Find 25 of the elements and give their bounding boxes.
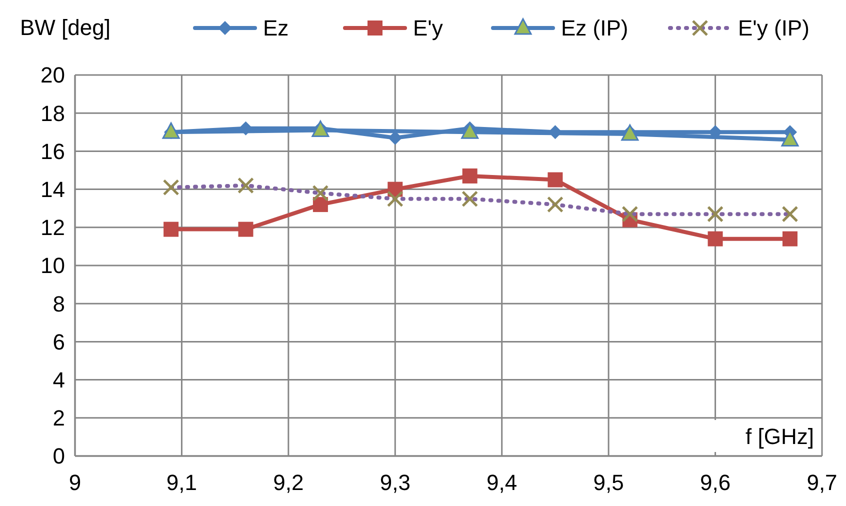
y-tick-label: 10 bbox=[40, 253, 65, 278]
x-tick-label: 9,3 bbox=[380, 470, 410, 495]
y-tick-label: 0 bbox=[52, 444, 65, 469]
y-tick-label: 18 bbox=[40, 100, 65, 126]
legend-label: E'y bbox=[413, 16, 443, 41]
legend-label: Ez (IP) bbox=[561, 16, 628, 41]
y-tick-label: 4 bbox=[52, 368, 65, 392]
x-axis-title: f [GHz] bbox=[746, 424, 814, 449]
x-tick-label: 9,1 bbox=[166, 470, 198, 495]
y-tick-label: 12 bbox=[40, 215, 65, 240]
x-tick-label: 9,4 bbox=[486, 470, 518, 495]
legend-label: E'y (IP) bbox=[738, 16, 810, 41]
x-tick-label: 9,7 bbox=[806, 470, 838, 495]
legend-label: Ez bbox=[263, 16, 289, 41]
y-tick-label: 16 bbox=[40, 138, 65, 164]
y-axis-title: BW [deg] bbox=[20, 15, 110, 40]
x-tick-label: 9,5 bbox=[593, 470, 624, 495]
y-tick-label: 20 bbox=[40, 62, 65, 88]
y-tick-label: 2 bbox=[52, 406, 65, 431]
x-tick-label: 9,2 bbox=[273, 470, 304, 495]
y-tick-label: 14 bbox=[40, 177, 65, 202]
y-tick-label: 8 bbox=[52, 291, 65, 316]
x-tick-label: 9,6 bbox=[700, 470, 731, 495]
y-tick-label: 6 bbox=[52, 329, 65, 354]
x-tick-label: 9 bbox=[68, 470, 82, 495]
